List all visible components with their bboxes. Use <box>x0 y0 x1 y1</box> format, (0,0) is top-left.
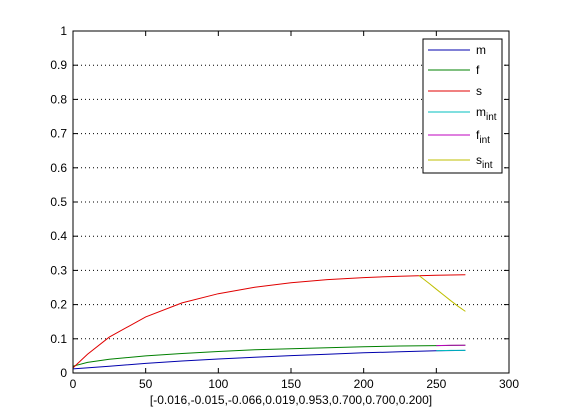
y-tick-label: 0 <box>60 366 67 380</box>
legend-label-m: m <box>476 43 486 57</box>
y-tick-label: 1 <box>60 24 67 38</box>
legend-label-s: s <box>476 84 482 98</box>
legend-subscript: int <box>486 112 497 123</box>
legend-subscript: int <box>479 135 490 146</box>
x-tick-label: 0 <box>70 377 77 391</box>
legend-subscript: int <box>482 160 493 171</box>
y-tick-label: 0.2 <box>50 298 67 312</box>
y-tick-label: 0.5 <box>50 195 67 209</box>
x-tick-label: 150 <box>281 377 301 391</box>
y-tick-label: 0.7 <box>50 127 67 141</box>
legend-box <box>423 39 502 173</box>
y-tick-label: 0.3 <box>50 263 67 277</box>
x-tick-label: 200 <box>354 377 374 391</box>
x-axis-label: [-0.016,-0.015,-0.066,0.019,0.953,0.700,… <box>150 393 432 407</box>
x-tick-label: 300 <box>499 377 519 391</box>
y-tick-label: 0.8 <box>50 92 67 106</box>
y-tick-label: 0.1 <box>50 332 67 346</box>
y-tick-label: 0.9 <box>50 58 67 72</box>
y-tick-label: 0.4 <box>50 229 67 243</box>
x-tick-label: 50 <box>139 377 153 391</box>
x-tick-label: 100 <box>208 377 228 391</box>
x-tick-label: 250 <box>426 377 446 391</box>
y-tick-label: 0.6 <box>50 161 67 175</box>
